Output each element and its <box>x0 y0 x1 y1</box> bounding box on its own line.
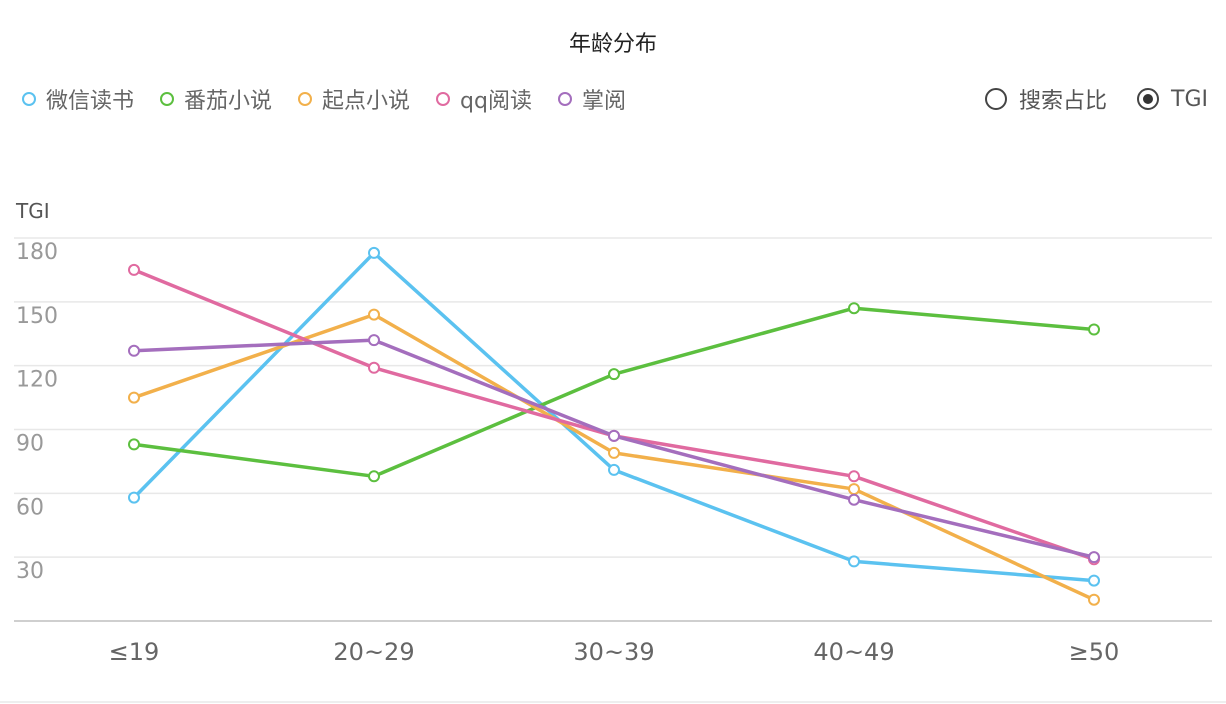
legend-item[interactable]: 掌阅 <box>557 83 626 115</box>
data-point <box>128 491 140 504</box>
data-point <box>368 246 380 259</box>
y-tick-label: 30 <box>16 559 44 584</box>
legend-marker-icon <box>557 92 572 106</box>
radio-tgi-label: TGI <box>1171 86 1208 112</box>
x-tick-label: 40~49 <box>813 638 894 666</box>
legend-marker-icon <box>160 92 175 106</box>
radio-tgi[interactable]: TGI <box>1137 87 1208 112</box>
data-point <box>128 438 140 451</box>
y-tick-label: 90 <box>16 432 44 457</box>
data-point <box>608 463 620 476</box>
data-point <box>128 263 140 276</box>
legend-marker-icon <box>298 92 313 106</box>
series-line <box>133 268 1095 561</box>
x-tick-label: 30~39 <box>573 638 654 666</box>
y-tick-label: 60 <box>16 495 44 520</box>
y-axis-title: TGI <box>15 199 50 223</box>
data-point <box>608 446 620 459</box>
legend-label: 微信读书 <box>46 89 135 114</box>
data-point <box>368 308 380 321</box>
metric-toggle: 搜索占比 TGI <box>955 83 1208 115</box>
x-tick-label: 20~29 <box>333 638 414 666</box>
legend-marker-icon <box>22 92 36 106</box>
legend-label: 起点小说 <box>322 89 411 114</box>
legend-label: 番茄小说 <box>184 89 273 114</box>
chart-title: 年龄分布 <box>568 32 657 57</box>
legend-item[interactable]: 微信读书 <box>22 83 134 115</box>
y-tick-label: 180 <box>16 240 58 265</box>
data-point <box>368 334 380 347</box>
data-point <box>848 555 860 568</box>
legend: 微信读书 番茄小说 起点小说 qq阅读 掌阅 <box>22 83 652 115</box>
legend-item[interactable]: qq阅读 <box>436 83 532 115</box>
data-point <box>848 493 860 506</box>
radio-search-share[interactable]: 搜索占比 <box>985 83 1107 115</box>
data-point <box>128 391 140 404</box>
x-tick-label: ≤19 <box>109 638 160 666</box>
legend-label: qq阅读 <box>460 89 532 114</box>
legend-item[interactable]: 番茄小说 <box>160 83 272 115</box>
data-point <box>368 361 380 374</box>
legend-item[interactable]: 起点小说 <box>298 83 410 115</box>
data-point <box>1088 593 1100 606</box>
data-point <box>848 302 860 315</box>
data-point <box>1088 323 1100 336</box>
data-point <box>1088 574 1100 587</box>
data-point <box>608 429 620 442</box>
radio-circle-icon[interactable] <box>1137 88 1160 110</box>
legend-marker-icon <box>436 92 451 106</box>
radio-circle-icon[interactable] <box>985 88 1007 110</box>
x-tick-label: ≥50 <box>1069 638 1120 666</box>
y-tick-label: 120 <box>16 368 58 393</box>
data-point <box>848 483 860 496</box>
legend-label: 掌阅 <box>581 89 626 114</box>
data-point <box>368 470 380 483</box>
radio-search-share-label: 搜索占比 <box>1019 89 1108 114</box>
y-tick-label: 150 <box>16 304 58 329</box>
data-point <box>1088 551 1100 564</box>
data-point <box>128 344 140 357</box>
data-point <box>848 470 860 483</box>
data-point <box>608 368 620 381</box>
